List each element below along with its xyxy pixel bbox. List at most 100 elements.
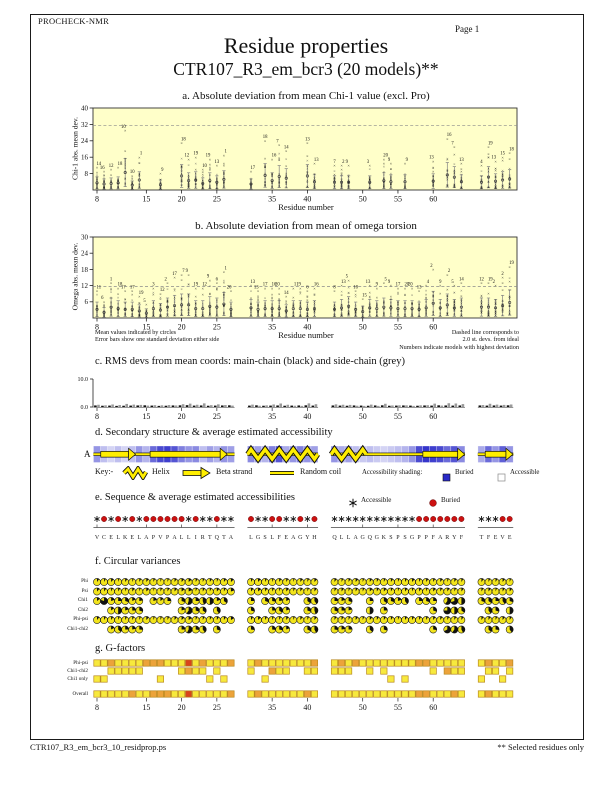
svg-text:×: × bbox=[453, 182, 456, 187]
svg-text:×: × bbox=[173, 304, 176, 309]
svg-text:×: × bbox=[96, 292, 99, 297]
svg-text:×: × bbox=[223, 293, 226, 298]
svg-text:12: 12 bbox=[202, 283, 207, 288]
svg-text:×: × bbox=[299, 301, 302, 306]
svg-text:×: × bbox=[494, 173, 497, 178]
svg-text:×: × bbox=[340, 313, 343, 318]
svg-text:×: × bbox=[223, 297, 226, 302]
svg-text:×: × bbox=[432, 267, 435, 272]
svg-text:×: × bbox=[347, 186, 350, 191]
svg-text:×: × bbox=[333, 180, 336, 185]
svg-text:×: × bbox=[173, 313, 176, 318]
svg-text:E: E bbox=[109, 535, 113, 541]
svg-text:×: × bbox=[209, 312, 212, 317]
svg-text:×: × bbox=[117, 178, 120, 183]
svg-text:×: × bbox=[397, 309, 400, 314]
svg-text:×: × bbox=[117, 295, 120, 300]
svg-text:×: × bbox=[180, 272, 183, 277]
svg-text:×: × bbox=[103, 179, 106, 184]
svg-text:7: 7 bbox=[333, 160, 336, 165]
svg-text:×: × bbox=[439, 313, 442, 318]
svg-text:×: × bbox=[138, 155, 141, 160]
ss-key-label: Key:- bbox=[95, 467, 114, 476]
svg-text:×: × bbox=[202, 313, 205, 318]
svg-text:19: 19 bbox=[488, 277, 493, 282]
svg-text:×: × bbox=[187, 173, 190, 178]
svg-text:×: × bbox=[173, 306, 176, 311]
svg-text:×: × bbox=[446, 311, 449, 316]
svg-text:×: × bbox=[131, 179, 134, 184]
svg-text:×: × bbox=[480, 309, 483, 314]
svg-text:×: × bbox=[180, 307, 183, 312]
svg-text:T: T bbox=[480, 535, 484, 541]
svg-text:32: 32 bbox=[81, 121, 89, 129]
svg-text:×: × bbox=[103, 299, 106, 304]
svg-text:3: 3 bbox=[367, 160, 370, 165]
svg-text:×: × bbox=[340, 302, 343, 307]
svg-text:×: × bbox=[278, 313, 281, 318]
svg-text:×: × bbox=[96, 311, 99, 316]
svg-text:×: × bbox=[194, 313, 197, 318]
svg-text:×: × bbox=[432, 312, 435, 317]
svg-text:×: × bbox=[347, 178, 350, 183]
svg-text:×: × bbox=[313, 181, 316, 186]
svg-text:G: G bbox=[298, 535, 303, 541]
svg-text:×: × bbox=[404, 313, 407, 318]
svg-text:15: 15 bbox=[142, 323, 150, 332]
svg-text:×: × bbox=[278, 183, 281, 188]
svg-text:20: 20 bbox=[404, 283, 409, 288]
svg-text:×: × bbox=[166, 313, 169, 318]
svg-text:×: × bbox=[202, 313, 205, 318]
svg-text:V: V bbox=[95, 535, 100, 541]
svg-text:×: × bbox=[333, 185, 336, 190]
svg-text:×: × bbox=[187, 282, 190, 287]
svg-text:×: × bbox=[487, 184, 490, 189]
svg-text:×: × bbox=[257, 289, 260, 294]
svg-text:×: × bbox=[432, 159, 435, 164]
svg-text:×: × bbox=[446, 296, 449, 301]
svg-text:8: 8 bbox=[85, 170, 89, 178]
svg-text:×: × bbox=[138, 308, 141, 313]
svg-text:×: × bbox=[209, 168, 212, 173]
svg-text:×: × bbox=[216, 185, 219, 190]
svg-text:×: × bbox=[159, 308, 162, 313]
svg-text:×: × bbox=[166, 298, 169, 303]
svg-text:×: × bbox=[264, 164, 267, 169]
svg-text:×: × bbox=[404, 161, 407, 166]
svg-text:×: × bbox=[202, 178, 205, 183]
svg-text:×: × bbox=[487, 302, 490, 307]
svg-text:×: × bbox=[460, 185, 463, 190]
svg-text:×: × bbox=[278, 296, 281, 301]
svg-text:×: × bbox=[439, 306, 442, 311]
svg-text:×: × bbox=[271, 308, 274, 313]
svg-text:×: × bbox=[508, 185, 511, 190]
svg-text:T: T bbox=[222, 535, 226, 541]
svg-text:×: × bbox=[138, 313, 141, 318]
svg-text:×: × bbox=[187, 162, 190, 167]
svg-text:×: × bbox=[202, 313, 205, 318]
svg-text:×: × bbox=[194, 312, 197, 317]
svg-text:×: × bbox=[432, 301, 435, 306]
svg-text:×: × bbox=[145, 314, 148, 319]
svg-text:×: × bbox=[131, 292, 134, 297]
svg-text:×: × bbox=[187, 184, 190, 189]
svg-text:×: × bbox=[159, 296, 162, 301]
svg-text:×: × bbox=[306, 300, 309, 305]
svg-text:×: × bbox=[271, 312, 274, 317]
svg-text:×: × bbox=[404, 184, 407, 189]
svg-text:×: × bbox=[501, 155, 504, 160]
panel-c-title: c. RMS devs from mean coords: main-chain… bbox=[95, 356, 405, 367]
svg-text:5: 5 bbox=[451, 280, 454, 285]
svg-text:R: R bbox=[445, 535, 449, 541]
svg-text:×: × bbox=[250, 307, 253, 312]
svg-text:×: × bbox=[216, 163, 219, 168]
svg-text:×: × bbox=[494, 168, 497, 173]
svg-text:×: × bbox=[278, 158, 281, 163]
svg-text:×: × bbox=[138, 182, 141, 187]
svg-text:×: × bbox=[354, 311, 357, 316]
svg-text:×: × bbox=[96, 184, 99, 189]
svg-text:×: × bbox=[173, 297, 176, 302]
svg-text:×: × bbox=[299, 286, 302, 291]
svg-text:×: × bbox=[501, 172, 504, 177]
svg-text:×: × bbox=[131, 173, 134, 178]
